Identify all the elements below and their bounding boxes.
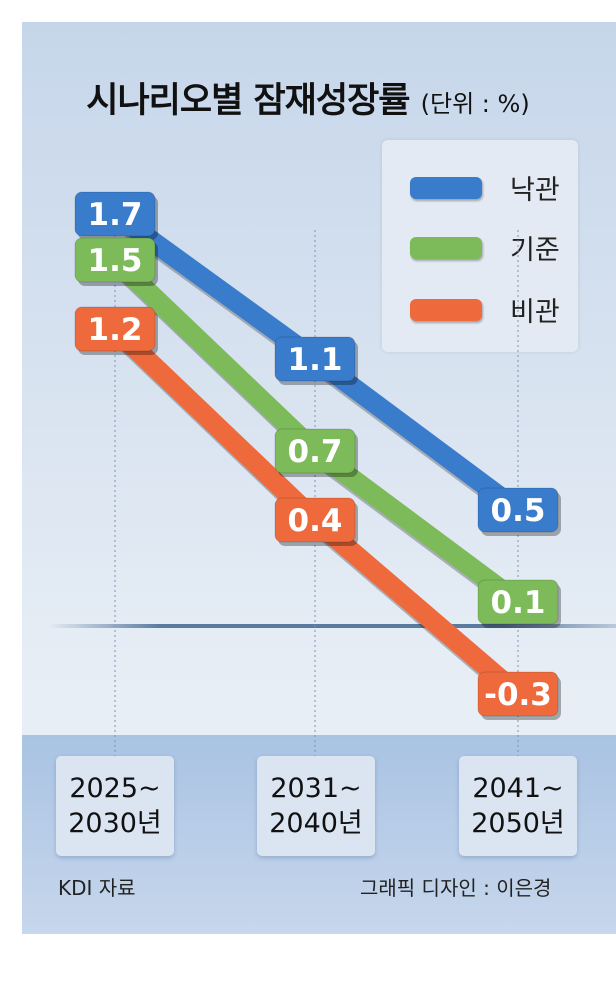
legend-swatch [410, 236, 482, 259]
title-text: 시나리오별 잠재성장률 [86, 81, 410, 121]
chart-title: 시나리오별 잠재성장률 (단위 : %) [0, 72, 616, 123]
data-label: 0.1 [491, 585, 546, 621]
data-label: 1.5 [88, 243, 143, 279]
data-label: 1.7 [88, 197, 143, 233]
data-point: 1.1 [274, 336, 358, 385]
legend-item-pessimistic: 비관 [410, 290, 560, 329]
data-point: 0.1 [477, 579, 561, 628]
source-note: KDI 자료 [58, 876, 136, 900]
data-label: 0.7 [288, 434, 343, 470]
legend-label: 낙관 [510, 175, 560, 206]
tick-line: 2031~ [270, 773, 362, 804]
data-point: 0.7 [274, 428, 358, 477]
data-label: 0.5 [491, 493, 546, 529]
data-point: 1.2 [74, 306, 158, 355]
legend: 낙관 기준 비관 [382, 140, 578, 352]
data-label: 0.4 [288, 503, 343, 539]
legend-swatch [410, 298, 482, 321]
data-label: -0.3 [484, 677, 552, 713]
credit-note: 그래픽 디자인 : 이은경 [360, 876, 552, 900]
x-tick-label: 2031~ 2040년 [257, 756, 375, 856]
tick-line: 2050년 [471, 808, 565, 839]
data-label: 1.1 [288, 342, 343, 378]
legend-label: 비관 [510, 297, 560, 328]
data-point: 0.4 [274, 497, 358, 546]
x-tick-label: 2041~ 2050년 [459, 756, 577, 856]
legend-item-optimistic: 낙관 [410, 168, 560, 207]
tick-line: 2041~ [472, 773, 564, 804]
tick-line: 2040년 [269, 808, 363, 839]
data-point: 1.5 [74, 237, 158, 286]
x-tick-label: 2025~ 2030년 [56, 756, 174, 856]
data-point: 1.7 [74, 191, 158, 240]
data-point: -0.3 [477, 671, 561, 720]
tick-line: 2030년 [68, 808, 162, 839]
data-label: 1.2 [88, 312, 143, 348]
zero-line [48, 624, 616, 628]
tick-line: 2025~ [69, 773, 161, 804]
data-point: 0.5 [477, 487, 561, 536]
unit-label: (단위 : %) [420, 90, 530, 118]
legend-swatch [410, 176, 482, 199]
